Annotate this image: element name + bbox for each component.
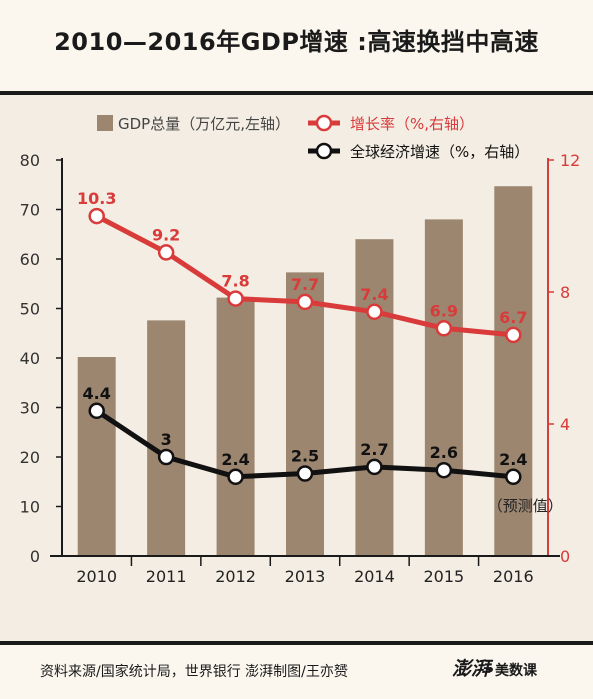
x-tick-label: 2011: [146, 567, 187, 586]
series-2-point: [505, 468, 522, 486]
series-2-label: 2.5: [291, 447, 319, 466]
series-2-label: 3: [161, 430, 172, 449]
series-1-label: 7.8: [221, 272, 249, 291]
source-note: 资料来源/国家统计局，世界银行 澎湃制图/王亦赟: [40, 664, 348, 680]
series-1-label: 6.7: [499, 308, 527, 327]
right-tick-label: 12: [560, 151, 580, 170]
x-tick-label: 2012: [215, 567, 256, 586]
bar-2015: [424, 219, 463, 556]
series-1-label: 7.4: [360, 285, 388, 304]
x-tick-label: 2010: [76, 567, 117, 586]
right-tick-label: 8: [560, 283, 570, 302]
left-tick-label: 50: [20, 300, 40, 319]
series-2-point: [435, 461, 453, 479]
left-tick-label: 0: [30, 547, 40, 566]
series-2-point: [366, 458, 383, 476]
series-1-point: [157, 244, 175, 261]
legend-bar-label: GDP总量（万亿元,左轴）: [118, 115, 290, 133]
legend-bar-swatch: [97, 115, 113, 131]
title-bar: [0, 0, 593, 92]
series-1-label: 7.7: [291, 275, 319, 294]
series-2-point: [157, 448, 175, 466]
left-tick-label: 10: [20, 498, 40, 517]
series-1-point: [88, 207, 105, 225]
x-tick-label: 2016: [493, 567, 534, 586]
series-2-label: 4.4: [83, 384, 111, 403]
page-title: 2010—2016年GDP增速 :高速换挡中高速: [54, 28, 539, 56]
x-tick-label: 2015: [423, 567, 464, 586]
legend-growth-marker: [315, 114, 333, 132]
series-1-label: 9.2: [152, 225, 180, 244]
legend-growth-label: 增长率（%,右轴）: [350, 115, 474, 133]
top-rule: [0, 91, 593, 95]
series-1-point: [296, 293, 314, 311]
left-tick-label: 60: [20, 250, 40, 269]
series-2-point: [296, 465, 314, 482]
bar-2014: [355, 239, 394, 556]
series-2-label: 2.4: [499, 450, 527, 469]
x-tick-label: 2013: [285, 567, 326, 586]
brand-logo: 澎湃: [452, 658, 491, 680]
left-tick-label: 70: [20, 201, 40, 220]
bottom-rule: [0, 641, 593, 645]
legend-world-label: 全球经济增速（%，右轴）: [350, 143, 529, 161]
series-1-point: [227, 290, 244, 307]
brand-sub: •美数课: [486, 663, 537, 679]
forecast-annotation: （预测值）: [488, 497, 563, 515]
left-tick-label: 80: [20, 151, 40, 170]
left-tick-label: 40: [20, 349, 40, 368]
legend-world-marker: [315, 142, 333, 160]
bar-2012: [216, 297, 255, 556]
bar-2010: [77, 357, 116, 556]
bar-2013: [286, 272, 324, 556]
series-2-label: 2.7: [360, 440, 388, 459]
left-tick-label: 30: [20, 399, 40, 418]
right-tick-label: 0: [560, 547, 570, 566]
left-tick-label: 20: [20, 448, 40, 467]
right-tick-label: 4: [560, 415, 570, 434]
series-1-point: [366, 303, 383, 321]
bar-2016: [494, 186, 533, 557]
series-1-point: [435, 320, 453, 337]
series-2-label: 2.4: [221, 450, 249, 469]
x-tick-label: 2014: [354, 567, 395, 586]
gdp-chart: 0 10 20 30 40 50 60 70 80 0 4 8 12 2010 2011 2012 2013 20…: [20, 114, 580, 586]
series-1-label: 10.3: [77, 189, 116, 208]
series-1-label: 6.9: [430, 301, 458, 320]
series-1-point: [505, 326, 522, 344]
footer-bar: [0, 645, 593, 699]
series-2-point: [88, 402, 105, 420]
series-2-label: 2.6: [430, 443, 458, 462]
series-2-point: [227, 468, 244, 486]
bar-2011: [147, 320, 186, 556]
